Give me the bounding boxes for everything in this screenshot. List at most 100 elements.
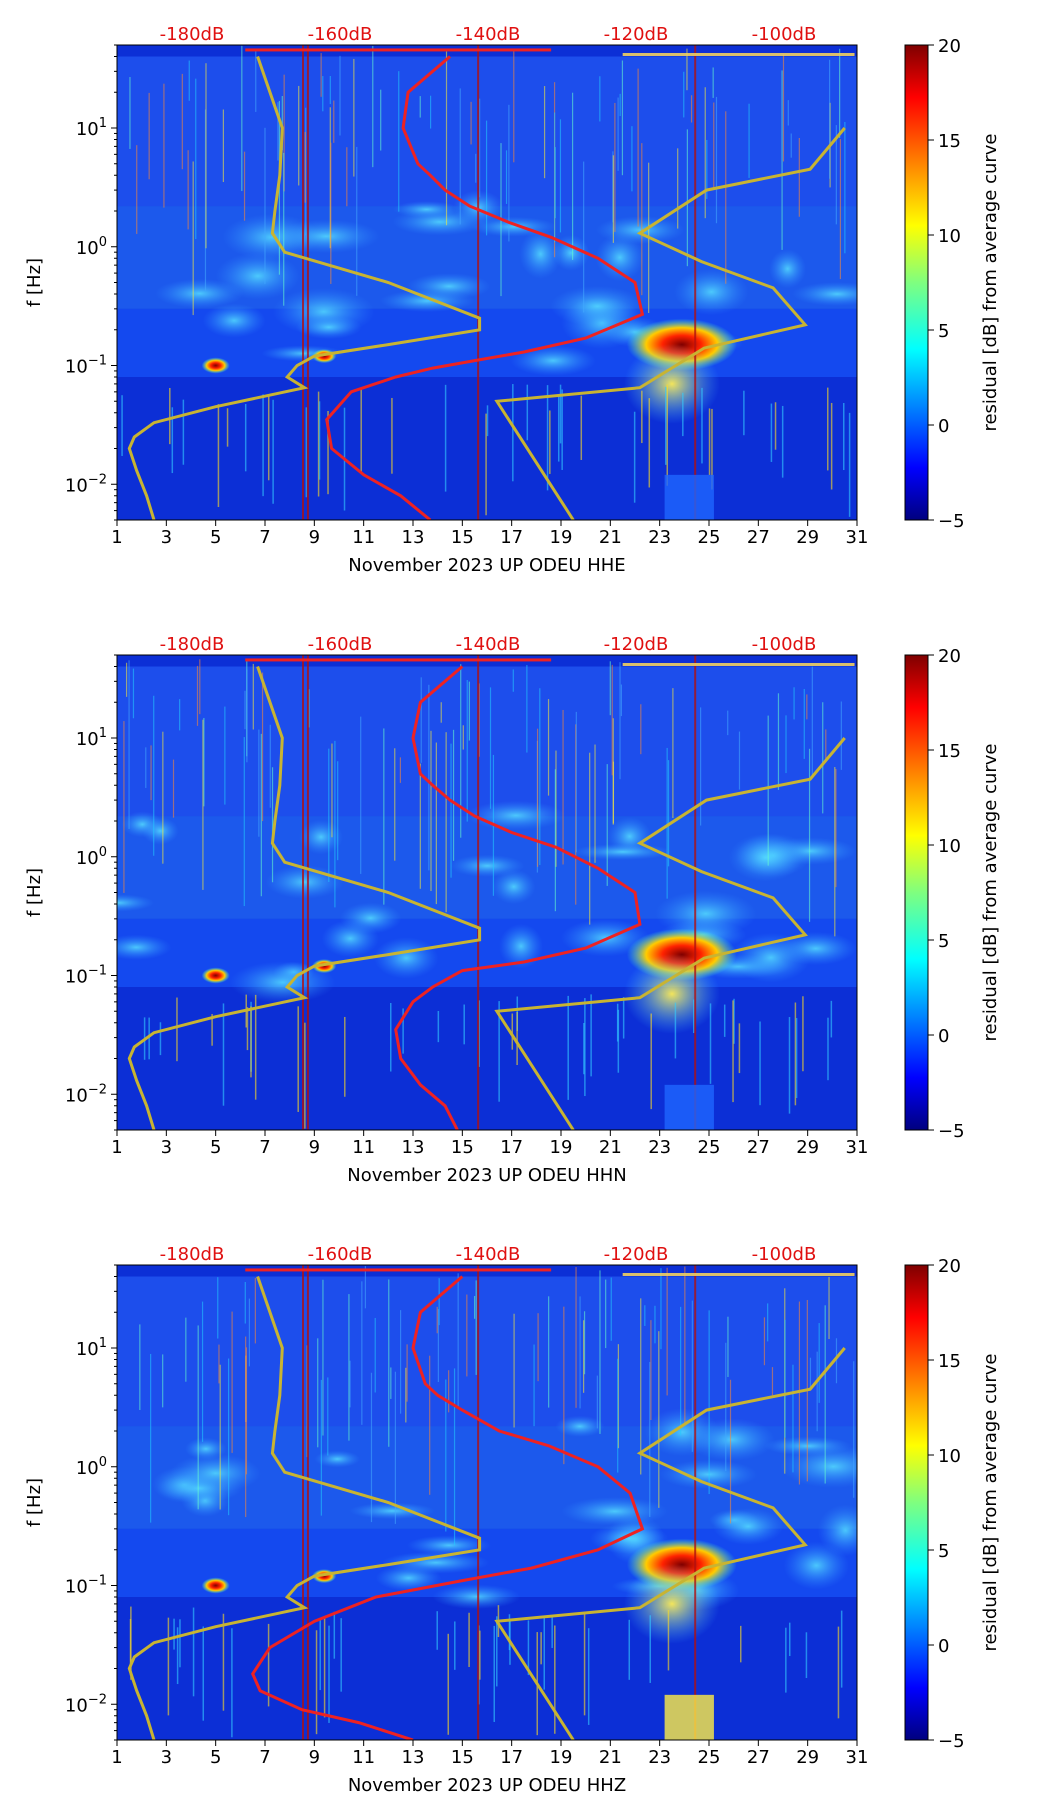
transient-streak — [513, 48, 515, 163]
gap-line — [306, 655, 309, 1130]
low-frequency-streak — [848, 412, 851, 517]
spectral-blob — [561, 1496, 669, 1526]
low-frequency-streak — [666, 384, 669, 486]
spectral-blob — [791, 281, 857, 307]
transient-streak — [440, 702, 442, 723]
y-tick-label: 101 — [76, 1336, 107, 1360]
colorbar-tick-label: −5 — [938, 1731, 965, 1752]
transient-streak — [631, 126, 633, 192]
low-frequency-streak — [323, 1616, 326, 1718]
low-frequency-streak — [827, 1017, 829, 1081]
spectral-blob — [687, 1418, 776, 1462]
transient-streak — [322, 1279, 324, 1436]
transient-streak — [575, 1267, 577, 1408]
transient-streak — [547, 699, 550, 796]
transient-streak — [420, 677, 422, 763]
transient-streak — [554, 769, 556, 912]
transient-streak — [649, 1361, 651, 1518]
low-frequency-streak — [583, 1611, 586, 1716]
low-frequency-streak — [327, 410, 329, 495]
transient-streak — [460, 664, 462, 838]
low-frequency-streak — [496, 1616, 498, 1687]
transient-streak — [322, 76, 324, 112]
low-frequency-streak — [692, 999, 695, 1034]
transient-streak — [429, 1355, 431, 1495]
x-tick-label: 7 — [259, 1747, 270, 1768]
transient-streak — [218, 1344, 220, 1384]
transient-streak — [767, 715, 769, 866]
x-axis-label: November 2023 UP ODEU HHN — [347, 1165, 626, 1186]
transient-streak — [320, 1379, 322, 1516]
transient-streak — [828, 1276, 830, 1340]
spectral-blob — [595, 216, 686, 245]
low-frequency-streak — [622, 997, 625, 1039]
transient-streak — [438, 1278, 440, 1326]
transient-streak — [380, 89, 382, 151]
transient-streak — [583, 1311, 586, 1375]
x-tick-label: 23 — [648, 1137, 671, 1158]
x-tick-label: 17 — [500, 527, 523, 548]
transient-streak — [405, 1367, 407, 1423]
low-frequency-streak — [437, 1010, 440, 1043]
low-frequency-streak — [217, 404, 220, 507]
x-tick-label: 21 — [599, 1137, 622, 1158]
low-frequency-streak — [486, 405, 489, 437]
low-frequency-streak — [723, 1004, 726, 1037]
spectral-blob — [170, 1454, 262, 1493]
transient-streak — [683, 71, 685, 118]
colorbar-tick-label: 10 — [938, 226, 961, 247]
x-tick-label: 13 — [402, 527, 425, 548]
low-frequency-streak — [827, 387, 829, 471]
low-frequency-streak — [159, 1022, 162, 1056]
low-frequency-streak — [179, 1619, 181, 1668]
gap-line — [302, 1265, 304, 1740]
colorbar-tick-label: 20 — [938, 646, 961, 667]
low-frequency-streak — [169, 387, 171, 445]
transient-streak — [243, 151, 246, 221]
low-frequency-streak — [317, 391, 320, 497]
transient-streak — [245, 1347, 248, 1475]
low-frequency-streak — [176, 1627, 179, 1685]
colorbar-tick-label: 20 — [938, 1256, 961, 1277]
low-frequency-streak — [590, 994, 592, 1077]
transient-streak — [610, 1277, 612, 1341]
colorbar-label: residual [dB] from average curve — [980, 743, 1001, 1041]
transient-streak — [129, 77, 131, 149]
transient-streak — [806, 694, 808, 720]
transient-streak — [840, 701, 842, 770]
transient-streak — [839, 48, 841, 138]
gap-line — [694, 655, 697, 1130]
transient-streak — [617, 97, 619, 171]
gap-line — [306, 1265, 309, 1740]
top-axis-label: -120dB — [604, 24, 669, 45]
transient-streak — [667, 760, 670, 867]
transient-streak — [787, 100, 789, 126]
transient-streak — [727, 1316, 729, 1377]
top-axis-label: -160dB — [308, 634, 373, 655]
transient-streak — [554, 147, 556, 219]
transient-streak — [835, 768, 837, 888]
transient-streak — [611, 664, 613, 776]
low-frequency-streak — [267, 394, 270, 481]
spectral-blob — [202, 303, 266, 338]
x-tick-label: 23 — [648, 1747, 671, 1768]
low-frequency-streak — [788, 1017, 791, 1114]
transient-streak — [328, 748, 330, 882]
spectral-blob — [272, 219, 381, 254]
transient-streak — [283, 74, 285, 192]
transient-streak — [727, 710, 729, 736]
transient-streak — [187, 150, 189, 230]
low-frequency-streak — [633, 411, 636, 503]
low-frequency-streak — [493, 1625, 496, 1722]
transient-streak — [712, 67, 714, 98]
low-frequency-streak — [173, 1618, 175, 1650]
y-axis-label: f [Hz] — [24, 258, 45, 307]
gap-line — [302, 45, 304, 520]
transient-streak — [450, 743, 452, 878]
transient-streak — [372, 45, 374, 168]
x-tick-label: 17 — [500, 1747, 523, 1768]
top-axis-label: -100dB — [752, 634, 817, 655]
top-axis-label: -180dB — [160, 634, 225, 655]
data-curve-3 — [494, 127, 846, 520]
low-frequency-streak — [222, 1003, 225, 1106]
